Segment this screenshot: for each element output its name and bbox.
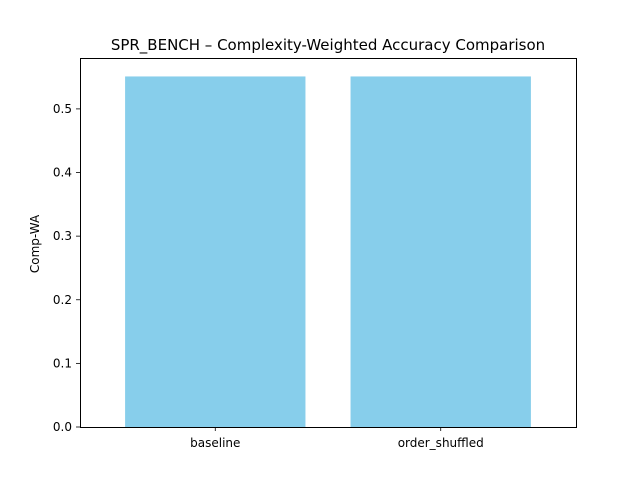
y-tick-label: 0.5 bbox=[53, 102, 72, 116]
y-tick-label: 0.3 bbox=[53, 229, 72, 243]
x-tick-label: order_shuffled bbox=[398, 436, 484, 450]
y-tick-label: 0.2 bbox=[53, 293, 72, 307]
y-tick-label: 0.4 bbox=[53, 166, 72, 180]
y-tick-label: 0.1 bbox=[53, 356, 72, 370]
plot-frame bbox=[80, 58, 577, 428]
bar-order-shuffled bbox=[350, 76, 531, 427]
x-tick-label: baseline bbox=[190, 436, 240, 450]
x-axis-ticks: baseline order_shuffled bbox=[190, 427, 484, 450]
bar-group bbox=[125, 76, 531, 427]
y-axis-label: Comp-WA bbox=[28, 214, 42, 273]
y-tick-label: 0.0 bbox=[53, 420, 72, 434]
y-axis-ticks: 0.0 0.1 0.2 0.3 0.4 0.5 bbox=[53, 102, 80, 434]
chart-title: SPR_BENCH – Complexity-Weighted Accuracy… bbox=[111, 36, 545, 55]
bar-baseline bbox=[125, 76, 306, 427]
